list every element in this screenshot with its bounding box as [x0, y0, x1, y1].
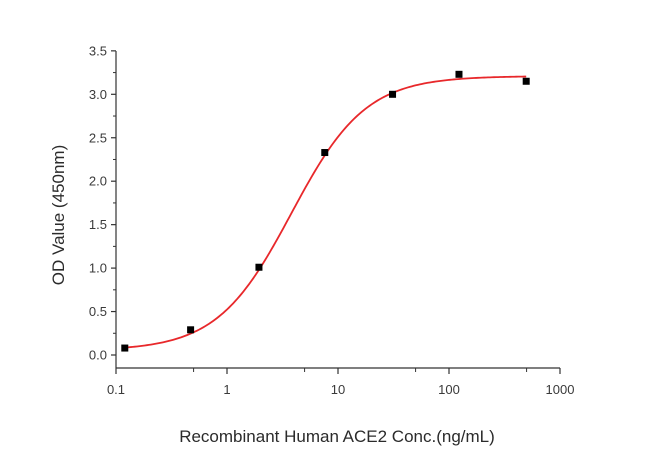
x-tick-label: 10: [331, 382, 345, 397]
x-axis: 0.1 1 10 100 1000: [107, 367, 575, 397]
x-axis-title: Recombinant Human ACE2 Conc.(ng/mL): [179, 427, 495, 446]
y-tick-label: 0.0: [89, 348, 107, 363]
y-tick-label: 2.5: [89, 130, 107, 145]
y-axis: 0.0 0.5 1.0 1.5 2.0 2.5 3.0 3.5: [89, 43, 117, 368]
fit-curve: [124, 75, 527, 349]
y-tick-label: 1.5: [89, 217, 107, 232]
x-tick-label: 1: [223, 382, 230, 397]
plot-area: [121, 70, 530, 352]
y-tick-label: 0.5: [89, 304, 107, 319]
x-tick-label: 100: [438, 382, 460, 397]
data-points: [121, 70, 530, 352]
x-tick-label: 1000: [546, 382, 575, 397]
fit-line: [124, 75, 527, 349]
data-point-square: [321, 149, 329, 157]
data-point-square: [121, 344, 129, 352]
x-ticks: 0.1 1 10 100 1000: [107, 368, 575, 397]
data-point-square: [522, 77, 530, 85]
data-point-square: [389, 90, 397, 98]
y-ticks: 0.0 0.5 1.0 1.5 2.0 2.5 3.0 3.5: [89, 43, 116, 363]
y-tick-label: 2.0: [89, 174, 107, 189]
y-tick-label: 3.5: [89, 43, 107, 58]
data-point-square: [455, 70, 463, 78]
y-tick-label: 3.0: [89, 87, 107, 102]
y-tick-label: 1.0: [89, 261, 107, 276]
x-tick-label: 0.1: [107, 382, 125, 397]
data-point-square: [255, 263, 263, 271]
y-axis-title: OD Value (450nm): [49, 145, 68, 285]
data-point-square: [187, 326, 195, 334]
